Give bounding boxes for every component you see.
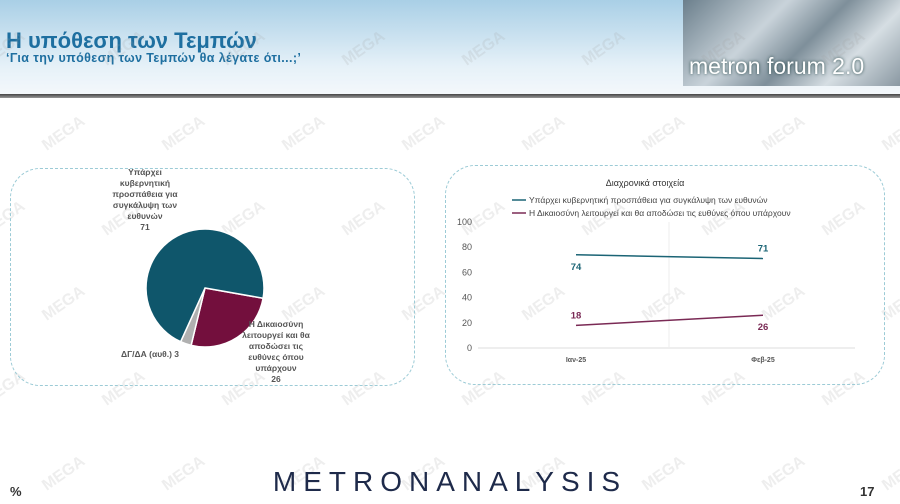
data-label: 74 (571, 262, 582, 273)
y-tick-label: 40 (462, 293, 472, 303)
metron-forum-logo: metron forum 2.0 (683, 0, 900, 86)
metron-analysis-logo: METRONANALYSIS (272, 466, 628, 497)
pie-label-cover-up: κυβερνητική (120, 178, 170, 188)
pie-label-justice: Η Δικαιοσύνη (249, 319, 304, 329)
pie-label-cover-up-value: 71 (140, 222, 150, 232)
page-number: 17 (860, 484, 875, 499)
header-divider (0, 94, 900, 98)
y-tick-label: 80 (462, 242, 472, 252)
pie-label-justice: υπάρχουν (255, 363, 296, 373)
series-line (575, 254, 764, 260)
x-tick-label: Φεβ-25 (751, 357, 775, 364)
legend-entry: Υπάρχει κυβερνητική προσπάθεια για συγκά… (529, 195, 768, 205)
series-line (575, 314, 764, 327)
y-tick-label: 100 (457, 217, 472, 227)
line-chart-title: Διαχρονικά στοιχεία (606, 178, 685, 188)
line-chart-panel (445, 165, 885, 385)
pie-label-dk-na: ΔΓ/ΔΑ (αυθ.) 3 (121, 349, 179, 359)
y-tick-label: 0 (467, 343, 472, 353)
y-tick-label: 60 (462, 267, 472, 277)
pie-chart-panel (10, 168, 415, 386)
pie-label-cover-up: Υπάρχει (128, 167, 162, 177)
pie-label-justice: λειτουργεί και θα (242, 330, 311, 340)
page-title: Η υπόθεση των Τεμπών (6, 28, 257, 53)
pie-label-cover-up: συγκάλυψη των (113, 200, 177, 210)
unit-label: % (10, 484, 22, 499)
legend-entry: Η Δικαιοσύνη λειτουργεί και θα αποδώσει … (529, 208, 791, 218)
logo-text: metron forum 2.0 (689, 53, 865, 79)
y-tick-label: 20 (462, 318, 472, 328)
pie-slice (190, 287, 264, 348)
page-subtitle: ‘Για την υπόθεση των Τεμπών θα λέγατε ότ… (6, 51, 302, 65)
pie-label-cover-up: ευθυνών (127, 211, 162, 221)
pie-label-justice: ευθύνες όπου (248, 352, 303, 362)
pie-slice (145, 228, 265, 343)
pie-label-justice-value: 26 (271, 374, 281, 384)
data-label: 71 (758, 244, 769, 255)
data-label: 26 (758, 322, 769, 333)
pie-label-justice: αποδώσει τις (249, 341, 304, 351)
pie-label-cover-up: προσπάθεια για (112, 189, 178, 199)
x-tick-label: Ιαν-25 (566, 357, 586, 364)
data-label: 18 (571, 310, 582, 321)
